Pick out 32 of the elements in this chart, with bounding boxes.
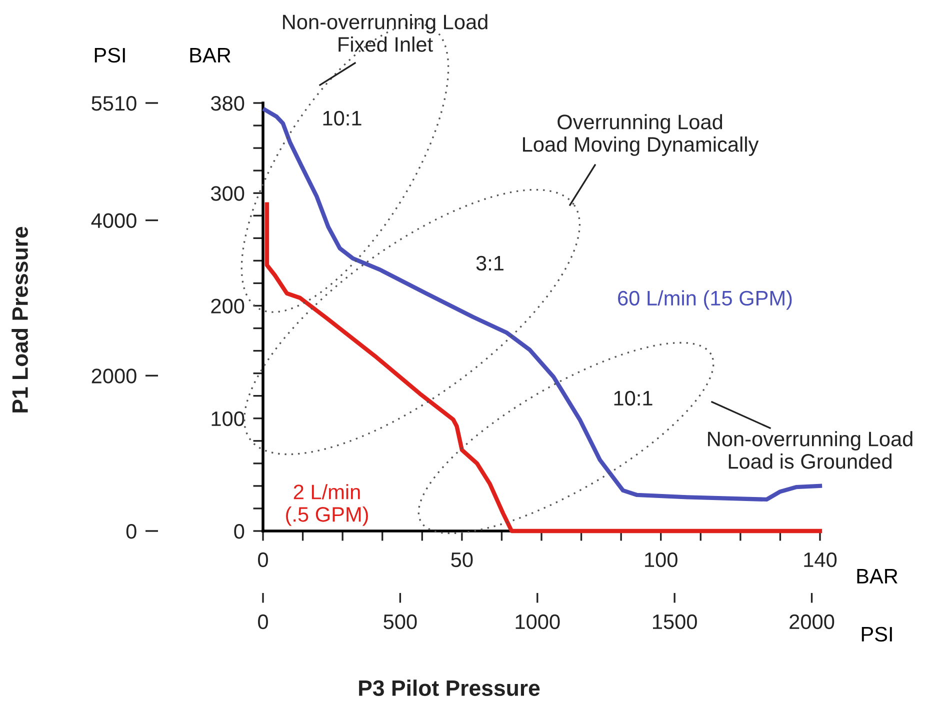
x-tick-label: 0 [258,552,268,568]
x2-tick-label: 2000 [790,614,834,630]
x2-tick-label: 0 [258,614,268,630]
y-tick-label: 200 [211,298,244,314]
y-axis-title: BAR [190,48,230,62]
text: P1 Load Pressure [12,226,28,412]
y2-tick-label: 0 [126,524,136,539]
text: 60 L/min (15 GPM) [618,290,792,310]
y2-tick-label: 2000 [92,368,136,384]
annotation: 10:1 [614,390,652,406]
annotation: 3:1 [476,256,504,271]
x2-tick-label: 1500 [652,614,697,630]
text: 2 L/min (.5 GPM) [286,484,368,526]
y-tick-label: 300 [210,186,244,201]
x2-tick-label: 500 [384,614,417,630]
y2-tick-label: 5510 [92,96,136,111]
y-tick-label: 0 [234,524,244,539]
annotation: Overrunning Load Load Moving Dynamically [523,114,759,156]
x-tick-label: 100 [645,552,678,568]
y-tick-label: 380 [210,96,244,111]
x-tick-label: 50 [451,552,473,568]
text: Non-overrunning Load Fixed Inlet [283,14,488,52]
x-tick-label: 140 [804,552,837,568]
annotation: 10:1 [323,110,362,126]
text: P3 Pilot Pressure [359,680,540,696]
x-axis-title: BAR [857,569,898,584]
annotation: Non-overrunning Load Load is Grounded [708,431,912,469]
y-tick-label: 100 [212,411,244,426]
y2-axis-title: PSI [94,48,125,63]
y2-tick-label: 4000 [91,213,136,228]
x2-axis-title: PSI [862,626,892,642]
x2-tick-label: 1000 [516,614,560,630]
